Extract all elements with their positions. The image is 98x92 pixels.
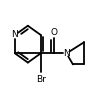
Text: N: N: [12, 30, 18, 39]
Text: N: N: [63, 49, 70, 58]
Text: Br: Br: [36, 75, 46, 84]
Text: O: O: [51, 28, 58, 37]
